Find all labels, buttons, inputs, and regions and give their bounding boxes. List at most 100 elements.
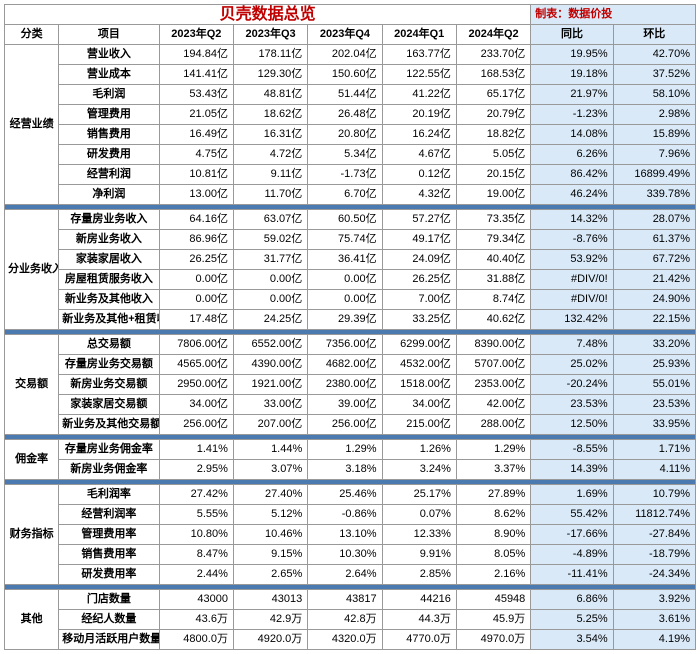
value-cell: 4.32亿 xyxy=(382,185,456,205)
yoy-cell: 21.97% xyxy=(531,85,613,105)
yoy-cell: 6.26% xyxy=(531,145,613,165)
value-cell: 34.00亿 xyxy=(382,395,456,415)
yoy-cell: 5.25% xyxy=(531,610,613,630)
value-cell: 19.00亿 xyxy=(456,185,530,205)
table-row: 其他门店数量43000430134381744216459486.86%3.92… xyxy=(5,590,696,610)
value-cell: 1.44% xyxy=(233,440,307,460)
category-cell: 交易额 xyxy=(5,335,59,435)
value-cell: 10.46% xyxy=(233,525,307,545)
value-cell: 2380.00亿 xyxy=(308,375,382,395)
yoy-cell: 86.42% xyxy=(531,165,613,185)
value-cell: 0.00亿 xyxy=(159,270,233,290)
value-cell: 1921.00亿 xyxy=(233,375,307,395)
value-cell: 0.12亿 xyxy=(382,165,456,185)
yoy-cell: 14.08% xyxy=(531,125,613,145)
value-cell: 2.64% xyxy=(308,565,382,585)
qoq-cell: 42.70% xyxy=(613,45,695,65)
header-item: 项目 xyxy=(59,25,159,45)
yoy-cell: 14.32% xyxy=(531,210,613,230)
value-cell: 21.05亿 xyxy=(159,105,233,125)
value-cell: 288.00亿 xyxy=(456,415,530,435)
category-cell: 分业务收入 xyxy=(5,210,59,330)
value-cell: 59.02亿 xyxy=(233,230,307,250)
table-row: 家装家居交易额34.00亿33.00亿39.00亿34.00亿42.00亿23.… xyxy=(5,395,696,415)
table-row: 毛利润53.43亿48.81亿51.44亿41.22亿65.17亿21.97%5… xyxy=(5,85,696,105)
value-cell: 7356.00亿 xyxy=(308,335,382,355)
value-cell: 65.17亿 xyxy=(456,85,530,105)
value-cell: 20.79亿 xyxy=(456,105,530,125)
value-cell: 24.09亿 xyxy=(382,250,456,270)
value-cell: -0.86% xyxy=(308,505,382,525)
value-cell: 256.00亿 xyxy=(308,415,382,435)
item-cell: 家装家居交易额 xyxy=(59,395,159,415)
yoy-cell: -8.55% xyxy=(531,440,613,460)
value-cell: 16.31亿 xyxy=(233,125,307,145)
yoy-cell: #DIV/0! xyxy=(531,290,613,310)
table-row: 研发费用4.75亿4.72亿5.34亿4.67亿5.05亿6.26%7.96% xyxy=(5,145,696,165)
value-cell: 6.70亿 xyxy=(308,185,382,205)
header-category: 分类 xyxy=(5,25,59,45)
value-cell: 8.90% xyxy=(456,525,530,545)
value-cell: 10.80% xyxy=(159,525,233,545)
table-row: 销售费用率8.47%9.15%10.30%9.91%8.05%-4.89%-18… xyxy=(5,545,696,565)
item-cell: 房屋租赁服务收入 xyxy=(59,270,159,290)
item-cell: 营业成本 xyxy=(59,65,159,85)
table-row: 分业务收入存量房业务收入64.16亿63.07亿60.50亿57.27亿73.3… xyxy=(5,210,696,230)
value-cell: 4.75亿 xyxy=(159,145,233,165)
value-cell: 45.9万 xyxy=(456,610,530,630)
item-cell: 移动月活跃用户数量 xyxy=(59,630,159,650)
value-cell: 43000 xyxy=(159,590,233,610)
value-cell: 129.30亿 xyxy=(233,65,307,85)
table-row: 佣金率存量房业务佣金率1.41%1.44%1.29%1.26%1.29%-8.5… xyxy=(5,440,696,460)
table-row: 存量房业务交易额4565.00亿4390.00亿4682.00亿4532.00亿… xyxy=(5,355,696,375)
qoq-cell: 15.89% xyxy=(613,125,695,145)
table-row: 新业务及其他+租赁收入17.48亿24.25亿29.39亿33.25亿40.62… xyxy=(5,310,696,330)
value-cell: 10.81亿 xyxy=(159,165,233,185)
item-cell: 研发费用率 xyxy=(59,565,159,585)
value-cell: 11.70亿 xyxy=(233,185,307,205)
qoq-cell: 58.10% xyxy=(613,85,695,105)
value-cell: 0.00亿 xyxy=(308,270,382,290)
value-cell: 40.40亿 xyxy=(456,250,530,270)
table-row: 研发费用率2.44%2.65%2.64%2.85%2.16%-11.41%-24… xyxy=(5,565,696,585)
value-cell: 16.24亿 xyxy=(382,125,456,145)
value-cell: 86.96亿 xyxy=(159,230,233,250)
value-cell: 43013 xyxy=(233,590,307,610)
qoq-cell: 16899.49% xyxy=(613,165,695,185)
value-cell: 4800.0万 xyxy=(159,630,233,650)
qoq-cell: 28.07% xyxy=(613,210,695,230)
yoy-cell: -20.24% xyxy=(531,375,613,395)
value-cell: 2.85% xyxy=(382,565,456,585)
value-cell: 17.48亿 xyxy=(159,310,233,330)
value-cell: 3.18% xyxy=(308,460,382,480)
value-cell: 27.89% xyxy=(456,485,530,505)
value-cell: 2.16% xyxy=(456,565,530,585)
value-cell: 18.82亿 xyxy=(456,125,530,145)
value-cell: 34.00亿 xyxy=(159,395,233,415)
value-cell: 7806.00亿 xyxy=(159,335,233,355)
table-row: 新房业务交易额2950.00亿1921.00亿2380.00亿1518.00亿2… xyxy=(5,375,696,395)
qoq-cell: 24.90% xyxy=(613,290,695,310)
yoy-cell: 132.42% xyxy=(531,310,613,330)
qoq-cell: 11812.74% xyxy=(613,505,695,525)
value-cell: 42.8万 xyxy=(308,610,382,630)
category-cell: 佣金率 xyxy=(5,440,59,480)
qoq-cell: 37.52% xyxy=(613,65,695,85)
value-cell: 0.00亿 xyxy=(308,290,382,310)
item-cell: 新业务及其他交易额 xyxy=(59,415,159,435)
yoy-cell: -1.23% xyxy=(531,105,613,125)
value-cell: 31.77亿 xyxy=(233,250,307,270)
item-cell: 毛利润率 xyxy=(59,485,159,505)
qoq-cell: 3.92% xyxy=(613,590,695,610)
value-cell: 4920.0万 xyxy=(233,630,307,650)
table-row: 财务指标毛利润率27.42%27.40%25.46%25.17%27.89%1.… xyxy=(5,485,696,505)
value-cell: 194.84亿 xyxy=(159,45,233,65)
value-cell: 3.07% xyxy=(233,460,307,480)
value-cell: 60.50亿 xyxy=(308,210,382,230)
value-cell: 25.46% xyxy=(308,485,382,505)
item-cell: 总交易额 xyxy=(59,335,159,355)
qoq-cell: 4.11% xyxy=(613,460,695,480)
value-cell: 4.67亿 xyxy=(382,145,456,165)
yoy-cell: -4.89% xyxy=(531,545,613,565)
item-cell: 管理费用 xyxy=(59,105,159,125)
